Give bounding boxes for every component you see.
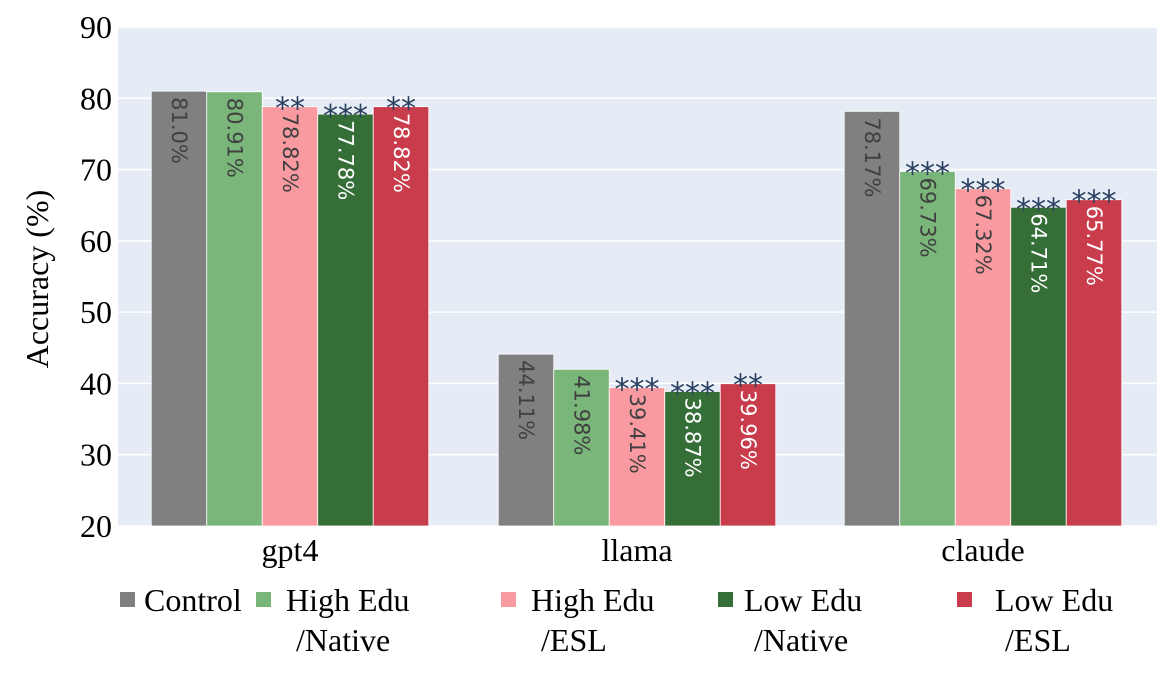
- significance-marker: ***: [670, 376, 715, 411]
- legend-label: /Native: [754, 622, 848, 658]
- significance-marker: ***: [615, 373, 660, 408]
- bar: [1010, 206, 1067, 527]
- y-tick-label: 40: [80, 365, 112, 401]
- significance-marker: ***: [961, 174, 1006, 209]
- bar-value-label: 41.98%: [570, 375, 594, 455]
- significance-markers: ***************************: [275, 92, 1117, 412]
- x-tick-label: llama: [601, 532, 672, 568]
- legend-swatch: [957, 592, 972, 607]
- legend-swatch: [120, 592, 135, 607]
- legend-item: Control: [120, 582, 242, 618]
- legend-label: /ESL: [1005, 622, 1071, 658]
- y-tick-label: 80: [80, 80, 112, 116]
- bar-value-label: 44.11%: [514, 360, 538, 440]
- y-tick-label: 20: [80, 508, 112, 544]
- legend-label: Low Edu: [995, 582, 1113, 618]
- legend-label: Low Edu: [744, 582, 862, 618]
- bar-value-labels: 81.0% 44.11% 78.17% 80.91% 41.98% 69.73% 78.82…: [167, 97, 1106, 477]
- legend-label: High Edu: [531, 582, 655, 618]
- legend-item: Low Edu/ESL: [957, 582, 1113, 658]
- significance-marker: **: [275, 92, 305, 127]
- legend-label: /ESL: [541, 622, 607, 658]
- bar: [372, 106, 430, 527]
- y-tick-label: 70: [80, 152, 112, 188]
- legend-label: Control: [144, 582, 242, 618]
- y-tick-label: 90: [80, 9, 112, 45]
- bar-value-label: 78.17%: [860, 117, 884, 197]
- legend-label: /Native: [296, 622, 390, 658]
- bar-value-label: 64.71%: [1027, 213, 1051, 293]
- bar: [1065, 199, 1123, 527]
- y-tick-label: 30: [80, 437, 112, 473]
- legend-item: High Edu/Native: [256, 582, 410, 658]
- bar-value-label: 77.78%: [334, 120, 358, 200]
- bar: [843, 110, 901, 527]
- bar-value-label: 81.0%: [167, 97, 191, 164]
- bar: [719, 383, 777, 527]
- bar: [261, 106, 319, 527]
- y-axis: 20 30 40 50 60 70 80 90: [80, 9, 112, 544]
- bar: [954, 188, 1012, 527]
- significance-marker: ***: [1072, 185, 1117, 220]
- bar: [150, 90, 208, 527]
- y-tick-label: 50: [80, 294, 112, 330]
- legend-item: High Edu/ESL: [501, 582, 655, 658]
- x-tick-label: claude: [941, 532, 1025, 568]
- bar: [664, 391, 721, 527]
- bar-value-label: 65.77%: [1082, 206, 1106, 286]
- legend-swatch: [256, 592, 271, 607]
- bar: [553, 368, 610, 527]
- significance-marker: ***: [905, 156, 950, 191]
- significance-marker: **: [386, 92, 416, 127]
- bar-value-label: 39.41%: [625, 394, 649, 474]
- significance-marker: ***: [323, 99, 368, 134]
- legend-label: High Edu: [286, 582, 410, 618]
- x-tick-label: gpt4: [262, 532, 319, 568]
- bar-value-label: 78.82%: [278, 113, 302, 193]
- y-tick-label: 60: [80, 223, 112, 259]
- bar: [206, 91, 263, 527]
- significance-marker: ***: [1016, 192, 1061, 227]
- bar-value-label: 39.96%: [736, 390, 760, 470]
- bar: [899, 171, 956, 527]
- bar: [317, 113, 374, 527]
- bar-value-label: 78.82%: [389, 113, 413, 193]
- bar-value-label: 69.73%: [916, 177, 940, 257]
- bar-value-label: 38.87%: [681, 397, 705, 477]
- bar-value-label: 80.91%: [223, 98, 247, 178]
- legend-item: Low Edu/Native: [718, 582, 862, 658]
- legend-swatch: [718, 592, 733, 607]
- legend-swatch: [501, 592, 516, 607]
- bar: [497, 353, 555, 527]
- bar-value-label: 67.32%: [971, 195, 995, 275]
- y-axis-label: Accuracy (%): [19, 190, 55, 369]
- x-axis: gpt4 llama claude: [262, 532, 1025, 568]
- significance-marker: **: [733, 369, 763, 404]
- bars: [150, 90, 1123, 527]
